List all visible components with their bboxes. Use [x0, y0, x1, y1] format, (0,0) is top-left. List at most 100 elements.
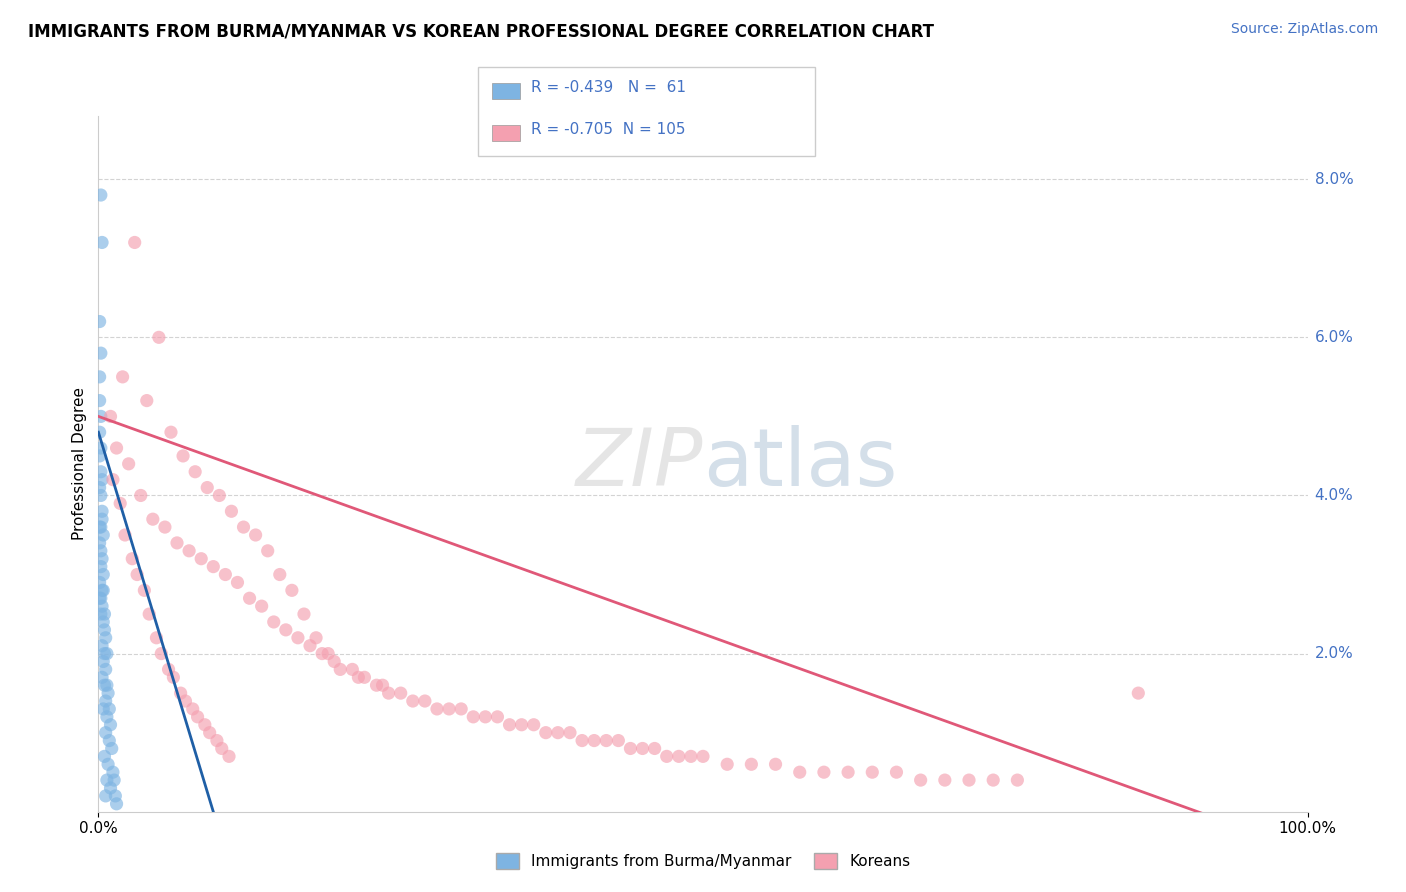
Text: 4.0%: 4.0% — [1315, 488, 1353, 503]
Point — [129, 488, 152, 502]
Point — [534, 725, 557, 739]
Point — [114, 528, 136, 542]
Point — [89, 536, 111, 550]
Point — [886, 765, 908, 780]
Point — [716, 757, 738, 772]
Point — [97, 757, 120, 772]
Point — [184, 465, 207, 479]
Text: R = -0.705  N = 105: R = -0.705 N = 105 — [531, 122, 686, 136]
Point — [486, 710, 509, 724]
Point — [104, 789, 127, 803]
Point — [619, 741, 641, 756]
Point — [90, 441, 112, 455]
Point — [166, 536, 188, 550]
Point — [342, 662, 364, 676]
Point — [93, 749, 115, 764]
Point — [100, 717, 122, 731]
Point — [90, 591, 112, 606]
Point — [402, 694, 425, 708]
Point — [94, 662, 117, 676]
Text: 8.0%: 8.0% — [1315, 172, 1353, 186]
Point — [91, 583, 114, 598]
Point — [187, 710, 209, 724]
Point — [91, 235, 114, 250]
Point — [91, 615, 114, 629]
Point — [91, 504, 114, 518]
Point — [93, 647, 115, 661]
Point — [547, 725, 569, 739]
Point — [198, 725, 221, 739]
Point — [91, 528, 114, 542]
Point — [250, 599, 273, 614]
Point — [121, 551, 143, 566]
Point — [89, 591, 111, 606]
Text: 2.0%: 2.0% — [1315, 646, 1353, 661]
Point — [910, 773, 932, 788]
Legend: Immigrants from Burma/Myanmar, Koreans: Immigrants from Burma/Myanmar, Koreans — [489, 847, 917, 875]
Point — [668, 749, 690, 764]
Point — [347, 670, 370, 684]
Point — [98, 702, 121, 716]
Point — [90, 409, 112, 424]
Point — [89, 481, 111, 495]
Point — [298, 639, 321, 653]
Point — [162, 670, 184, 684]
Point — [740, 757, 762, 772]
Point — [269, 567, 291, 582]
Point — [90, 465, 112, 479]
Point — [413, 694, 436, 708]
Point — [89, 314, 111, 328]
Text: R = -0.439   N =  61: R = -0.439 N = 61 — [531, 80, 686, 95]
Point — [138, 607, 160, 621]
Point — [100, 741, 122, 756]
Point — [281, 583, 304, 598]
Point — [226, 575, 249, 590]
Point — [214, 567, 236, 582]
Point — [366, 678, 388, 692]
Point — [89, 393, 111, 408]
Point — [94, 789, 117, 803]
Point — [194, 717, 217, 731]
Point — [245, 528, 267, 542]
Point — [100, 409, 122, 424]
Point — [558, 725, 581, 739]
Point — [218, 749, 240, 764]
Point — [934, 773, 956, 788]
Point — [91, 551, 114, 566]
Point — [595, 733, 617, 747]
Point — [195, 481, 218, 495]
Point — [101, 473, 124, 487]
Point — [118, 457, 141, 471]
Point — [97, 686, 120, 700]
Point — [202, 559, 225, 574]
Point — [353, 670, 375, 684]
Point — [631, 741, 654, 756]
Point — [287, 631, 309, 645]
Point — [96, 647, 118, 661]
Y-axis label: Professional Degree: Professional Degree — [72, 387, 87, 541]
Point — [523, 717, 546, 731]
Point — [371, 678, 394, 692]
Point — [134, 583, 156, 598]
Point — [256, 543, 278, 558]
Point — [463, 710, 485, 724]
Point — [111, 369, 134, 384]
Point — [91, 670, 114, 684]
Point — [89, 369, 111, 384]
Point — [181, 702, 204, 716]
Point — [91, 599, 114, 614]
Point — [93, 607, 115, 621]
Point — [145, 631, 167, 645]
Point — [174, 694, 197, 708]
Point — [91, 512, 114, 526]
Point — [607, 733, 630, 747]
Point — [91, 583, 114, 598]
Point — [789, 765, 811, 780]
Point — [96, 710, 118, 724]
Point — [96, 678, 118, 692]
Point — [679, 749, 702, 764]
Point — [426, 702, 449, 716]
Point — [765, 757, 787, 772]
Point — [157, 662, 180, 676]
Point — [96, 773, 118, 788]
